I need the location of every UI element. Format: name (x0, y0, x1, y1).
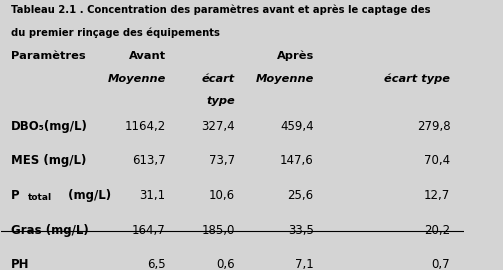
Text: Gras (mg/L): Gras (mg/L) (11, 224, 89, 237)
Text: MES (mg/L): MES (mg/L) (11, 154, 86, 167)
Text: DBO₅(mg/L): DBO₅(mg/L) (11, 120, 88, 133)
Text: 31,1: 31,1 (139, 189, 165, 202)
Text: 10,6: 10,6 (209, 189, 235, 202)
Text: 0,7: 0,7 (432, 258, 450, 270)
Text: 0,6: 0,6 (216, 258, 235, 270)
Text: total: total (28, 193, 52, 202)
Text: 25,6: 25,6 (288, 189, 314, 202)
Text: Moyenne: Moyenne (107, 74, 165, 84)
Text: Avant: Avant (129, 50, 165, 60)
Text: 6,5: 6,5 (147, 258, 165, 270)
Text: 20,2: 20,2 (424, 224, 450, 237)
Text: P: P (11, 189, 19, 202)
Text: 70,4: 70,4 (424, 154, 450, 167)
Text: PH: PH (11, 258, 29, 270)
Text: 185,0: 185,0 (202, 224, 235, 237)
Text: (mg/L): (mg/L) (64, 189, 111, 202)
Text: écart type: écart type (384, 74, 450, 85)
Text: 164,7: 164,7 (132, 224, 165, 237)
Text: 147,6: 147,6 (280, 154, 314, 167)
Text: Tableau 2.1 . Concentration des paramètres avant et après le captage des: Tableau 2.1 . Concentration des paramètr… (11, 5, 430, 15)
Text: type: type (206, 96, 235, 106)
Text: 613,7: 613,7 (132, 154, 165, 167)
Text: 327,4: 327,4 (202, 120, 235, 133)
Text: du premier rinçage des équipements: du premier rinçage des équipements (11, 28, 219, 38)
Text: 279,8: 279,8 (416, 120, 450, 133)
Text: Moyenne: Moyenne (256, 74, 314, 84)
Text: 73,7: 73,7 (209, 154, 235, 167)
Text: 12,7: 12,7 (424, 189, 450, 202)
Text: Après: Après (277, 50, 314, 61)
Text: Paramètres: Paramètres (11, 50, 86, 60)
Text: 7,1: 7,1 (295, 258, 314, 270)
Text: 1164,2: 1164,2 (124, 120, 165, 133)
Text: écart: écart (202, 74, 235, 84)
Text: 33,5: 33,5 (288, 224, 314, 237)
Text: 459,4: 459,4 (280, 120, 314, 133)
